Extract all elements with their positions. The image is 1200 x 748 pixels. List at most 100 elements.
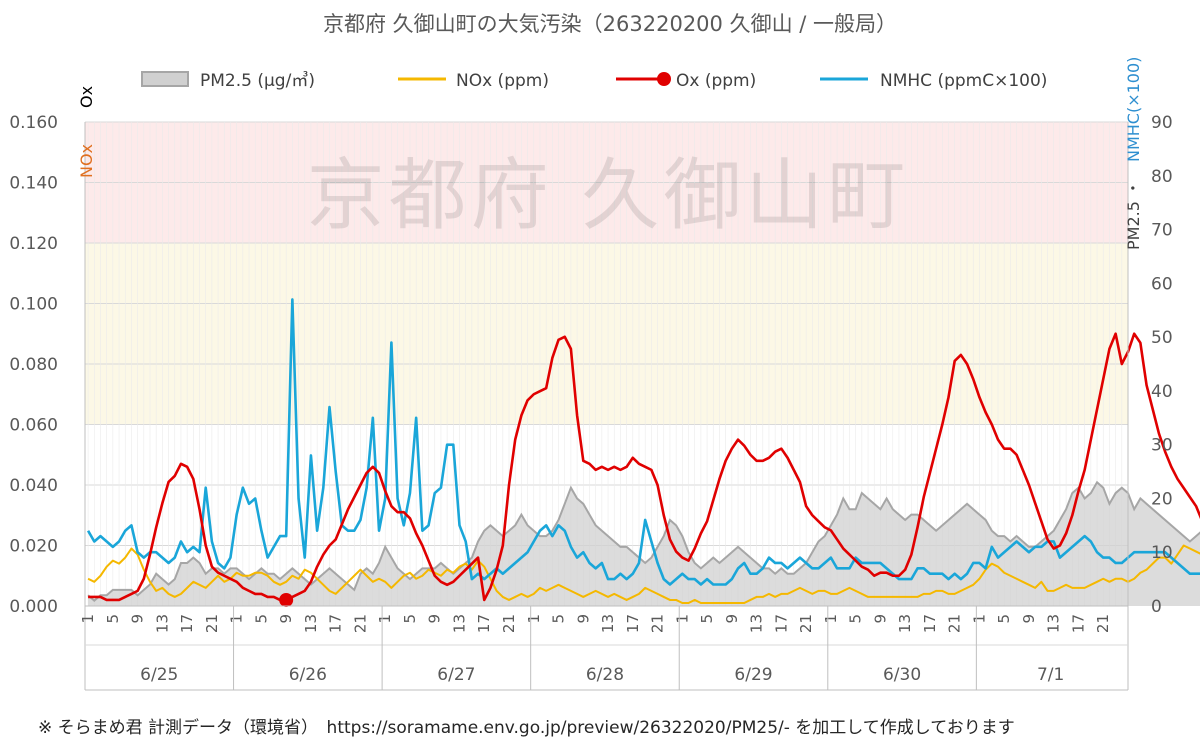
hour-tick-label: 17 — [921, 614, 939, 633]
watermark: 京都府 久御山町 — [307, 151, 910, 241]
legend-label-nox: NOx (ppm) — [456, 71, 549, 91]
right-axis-label-pm: PM2.5 ・ — [1124, 180, 1143, 250]
hour-tick-label: 21 — [351, 614, 369, 633]
legend-item-ox: Ox (ppm) — [616, 71, 756, 91]
left-tick-label: 0.020 — [9, 537, 58, 557]
hour-tick-label: 13 — [1045, 614, 1063, 633]
hour-tick-label: 9 — [277, 614, 295, 624]
left-tick-label: 0.120 — [9, 234, 58, 254]
hour-tick-label: 17 — [1069, 614, 1087, 633]
hour-tick-label: 5 — [995, 614, 1013, 624]
right-tick-label: 70 — [1151, 221, 1173, 241]
left-axis-ticks: 0.000 0.020 0.040 0.060 0.080 0.100 0.120 0.140… — [9, 113, 58, 617]
right-tick-label: 80 — [1151, 167, 1173, 187]
hour-tick-label: 21 — [203, 614, 221, 633]
right-tick-label: 50 — [1151, 328, 1173, 348]
hour-tick-label: 9 — [574, 614, 592, 624]
left-tick-label: 0.100 — [9, 295, 58, 315]
right-tick-label: 10 — [1151, 543, 1173, 563]
left-axis-label-nox: NOx — [77, 144, 96, 178]
hour-tick-label: 13 — [302, 614, 320, 633]
hour-tick-label: 13 — [599, 614, 617, 633]
legend-label-ox: Ox (ppm) — [676, 71, 756, 91]
hour-tick-label: 13 — [153, 614, 171, 633]
series-nmhc — [86, 298, 1200, 586]
hour-tick-label: 1 — [79, 614, 97, 624]
hour-tick-label: 13 — [450, 614, 468, 633]
day-label: 6/28 — [586, 665, 624, 685]
legend: PM2.5 (µg/㎥) NOx (ppm) Ox (ppm) NMHC (pp… — [141, 71, 1047, 91]
hour-tick-label: 9 — [871, 614, 889, 624]
hour-tick-label: 1 — [376, 614, 394, 624]
hour-tick-label: 1 — [525, 614, 543, 624]
left-tick-label: 0.140 — [9, 174, 58, 194]
legend-marker-ox — [657, 72, 671, 86]
nox-line — [87, 544, 1200, 604]
axes — [84, 122, 1129, 691]
ox-line — [88, 332, 1200, 602]
legend-item-nmhc: NMHC (ppmC×100) — [820, 71, 1047, 91]
day-label: 6/25 — [140, 665, 178, 685]
hour-tick-label: 13 — [896, 614, 914, 633]
left-tick-label: 0.060 — [9, 416, 58, 436]
hour-tick-label: 17 — [624, 614, 642, 633]
right-tick-label: 30 — [1151, 436, 1173, 456]
legend-item-nox: NOx (ppm) — [398, 71, 549, 91]
day-label: 6/30 — [883, 665, 921, 685]
hour-tick-label: 9 — [723, 614, 741, 624]
chart-title: 京都府 久御山町の大気汚染（263220200 久御山 / 一般局） — [323, 12, 897, 36]
hour-tick-label: 1 — [673, 614, 691, 624]
hour-tick-label: 13 — [748, 614, 766, 633]
left-tick-label: 0.160 — [9, 113, 58, 133]
hour-tick-label: 5 — [847, 614, 865, 624]
hour-tick-label: 17 — [772, 614, 790, 633]
hour-tick-label: 5 — [252, 614, 270, 624]
nmhc-line — [86, 298, 1200, 586]
right-tick-label: 0 — [1151, 597, 1162, 617]
band-caution — [85, 243, 1128, 425]
horizontal-gridlines — [85, 121, 1128, 607]
hour-tick-label: 17 — [178, 614, 196, 633]
day-label: 6/29 — [734, 665, 772, 685]
hour-tick-label: 21 — [500, 614, 518, 633]
legend-label-nmhc: NMHC (ppmC×100) — [880, 71, 1047, 91]
hour-tick-label: 1 — [822, 614, 840, 624]
ox-marker — [279, 592, 294, 607]
hour-tick-label: 21 — [1094, 614, 1112, 633]
right-tick-label: 90 — [1151, 113, 1173, 133]
hour-tick-label: 5 — [550, 614, 568, 624]
hour-tick-label: 21 — [946, 614, 964, 633]
legend-item-pm25: PM2.5 (µg/㎥) — [141, 71, 315, 91]
hour-tick-label: 21 — [797, 614, 815, 633]
right-axis-label-nmhc: NMHC(×100) — [1124, 57, 1143, 162]
hour-tick-label: 9 — [426, 614, 444, 624]
x-axis-hour-ticks: 1 5 9 13 17 21 1 5 9 13 17 21 1 5 9 13 17 21 1 5 9 13 17 21 1 5 9 1… — [79, 614, 1112, 633]
hour-tick-label: 5 — [698, 614, 716, 624]
left-tick-label: 0.080 — [9, 355, 58, 375]
hour-tick-label: 1 — [970, 614, 988, 624]
left-tick-label: 0.040 — [9, 476, 58, 496]
day-label: 6/27 — [437, 665, 475, 685]
hour-tick-label: 17 — [327, 614, 345, 633]
hour-tick-label: 1 — [228, 614, 246, 624]
hour-tick-label: 5 — [104, 614, 122, 624]
day-label: 6/26 — [289, 665, 327, 685]
right-tick-label: 40 — [1151, 382, 1173, 402]
hour-tick-label: 17 — [475, 614, 493, 633]
hour-tick-label: 9 — [1020, 614, 1038, 624]
hour-tick-label: 5 — [401, 614, 419, 624]
series-ox — [88, 332, 1200, 607]
hour-tick-label: 9 — [129, 614, 147, 624]
right-tick-label: 60 — [1151, 274, 1173, 294]
series-nox — [87, 544, 1200, 604]
right-axis-ticks: 0 10 20 30 40 50 60 70 80 90 — [1151, 113, 1173, 617]
legend-swatch-pm25 — [141, 71, 189, 87]
hour-tick-label: 21 — [649, 614, 667, 633]
legend-label-pm25: PM2.5 (µg/㎥) — [200, 71, 315, 91]
day-label: 7/1 — [1037, 665, 1064, 685]
footer-source-note: ※ そらまめ君 計測データ（環境省） https://soramame.env.… — [38, 717, 1015, 738]
right-tick-label: 20 — [1151, 489, 1173, 509]
x-axis-day-labels: 6/25 6/26 6/27 6/28 6/29 6/30 7/1 — [140, 606, 1064, 690]
